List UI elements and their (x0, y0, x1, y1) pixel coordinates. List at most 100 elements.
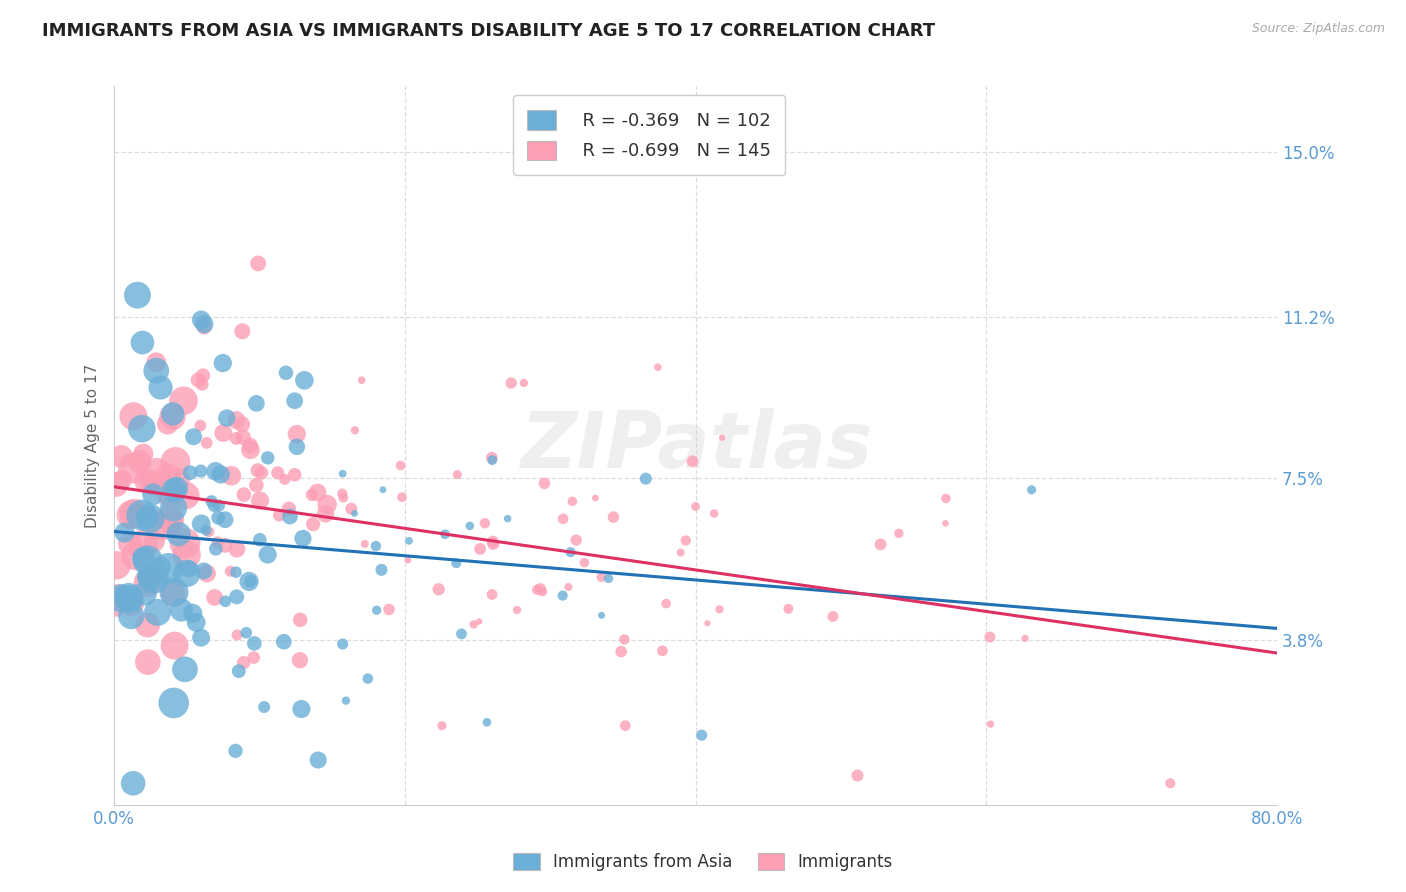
Point (821, 609, 844, 624)
Point (145, 364, 167, 378)
Point (204, 464, 226, 478)
Point (551, 589, 574, 603)
Point (122, 507, 145, 521)
Point (136, 575, 159, 590)
Point (221, 468, 243, 483)
Point (285, 440, 308, 454)
Point (239, 439, 262, 453)
Point (278, 509, 301, 524)
Point (212, 425, 235, 440)
Point (225, 431, 247, 445)
Point (120, 596, 142, 610)
Point (243, 636, 266, 650)
Point (132, 537, 155, 551)
Point (690, 728, 713, 742)
Point (481, 453, 503, 467)
Point (225, 565, 247, 579)
Point (141, 476, 163, 491)
Point (1021, 483, 1043, 497)
Point (225, 590, 247, 604)
Point (366, 603, 388, 617)
Point (682, 454, 704, 468)
Point (208, 499, 231, 513)
Point (142, 487, 165, 501)
Point (340, 501, 363, 516)
Point (225, 413, 247, 427)
Point (501, 376, 523, 390)
Point (531, 584, 554, 599)
Point (204, 591, 226, 605)
Point (228, 664, 250, 678)
Point (446, 467, 468, 482)
Point (290, 613, 312, 627)
Point (980, 717, 1002, 731)
Point (245, 478, 267, 492)
Point (245, 396, 267, 410)
Point (291, 532, 314, 546)
Point (482, 537, 505, 551)
Point (602, 510, 624, 524)
Point (181, 607, 204, 621)
Point (195, 566, 218, 581)
Point (468, 541, 491, 556)
Point (232, 656, 254, 670)
Point (389, 458, 412, 473)
Point (574, 556, 596, 570)
Point (869, 537, 891, 551)
Point (179, 466, 201, 480)
Point (122, 461, 145, 475)
Point (214, 538, 236, 552)
Point (134, 586, 156, 600)
Point (307, 485, 329, 500)
Point (156, 417, 179, 431)
Point (120, 508, 142, 522)
Point (475, 715, 498, 730)
Point (110, 591, 132, 606)
Point (685, 500, 707, 514)
Point (162, 409, 184, 424)
Point (226, 628, 249, 642)
Point (357, 672, 380, 686)
Point (127, 288, 149, 302)
Point (232, 487, 254, 501)
Point (242, 650, 264, 665)
Point (163, 696, 186, 710)
Point (979, 630, 1001, 644)
Point (846, 768, 869, 782)
Text: IMMIGRANTS FROM ASIA VS IMMIGRANTS DISABILITY AGE 5 TO 17 CORRELATION CHART: IMMIGRANTS FROM ASIA VS IMMIGRANTS DISAB… (42, 22, 935, 40)
Point (427, 582, 450, 597)
Point (301, 488, 323, 502)
Point (205, 541, 228, 556)
Point (124, 549, 146, 563)
Point (1014, 632, 1036, 646)
Point (150, 519, 173, 533)
Point (285, 427, 308, 442)
Point (561, 494, 583, 508)
Point (290, 702, 312, 716)
Point (231, 324, 253, 338)
Point (111, 473, 134, 487)
Point (135, 474, 157, 488)
Point (468, 615, 491, 629)
Text: ZIPatlas: ZIPatlas (520, 408, 872, 483)
Point (565, 533, 588, 548)
Point (557, 580, 579, 594)
Point (143, 534, 166, 549)
Point (292, 373, 315, 387)
Point (162, 500, 184, 515)
Point (173, 393, 195, 408)
Point (146, 606, 169, 620)
Point (675, 533, 697, 548)
Point (193, 317, 215, 331)
Point (253, 700, 276, 714)
Point (934, 516, 956, 531)
Point (583, 491, 606, 505)
Point (391, 490, 413, 504)
Point (269, 508, 291, 523)
Point (711, 431, 734, 445)
Point (160, 516, 183, 531)
Point (315, 507, 337, 521)
Point (145, 464, 167, 478)
Point (195, 523, 218, 537)
Point (335, 693, 357, 707)
